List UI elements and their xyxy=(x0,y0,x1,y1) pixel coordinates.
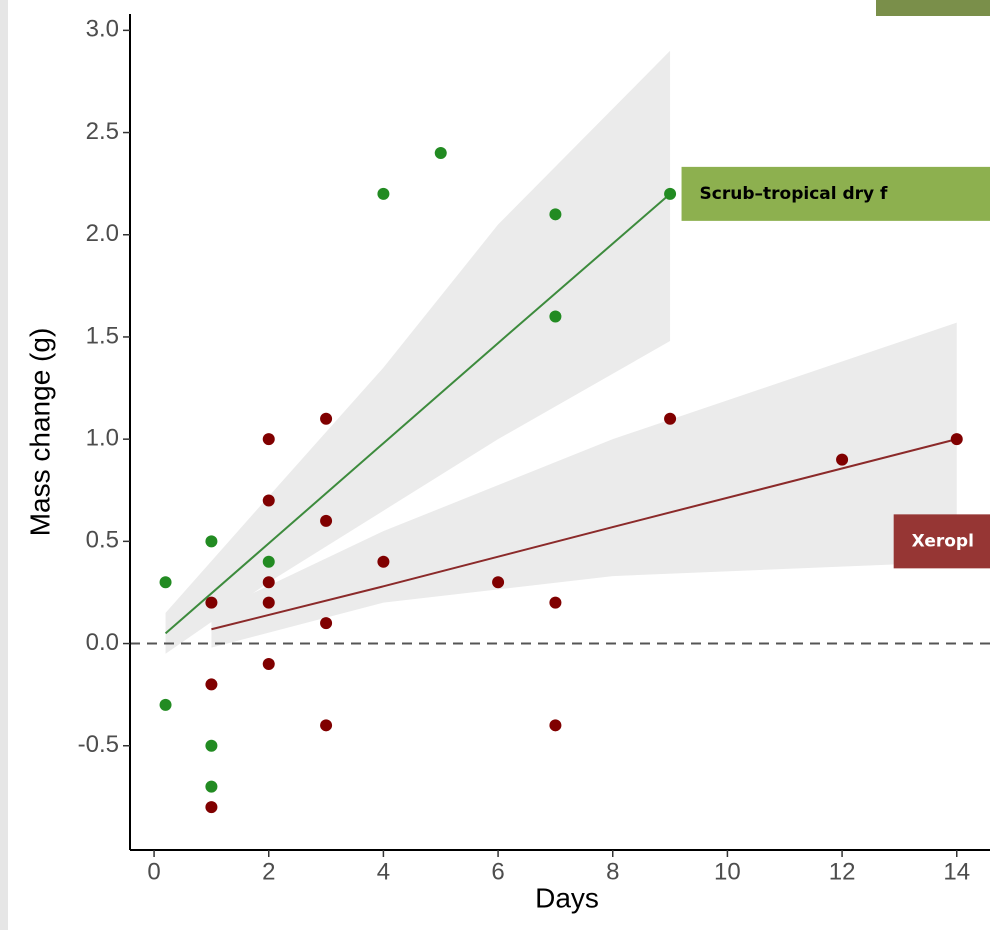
y-tick-label: 1.5 xyxy=(86,322,119,349)
data-point xyxy=(205,780,218,793)
data-point xyxy=(549,719,562,732)
data-point xyxy=(836,453,849,466)
x-tick-label: 10 xyxy=(714,858,741,885)
fit-line xyxy=(211,438,957,631)
x-tick-label: 6 xyxy=(491,858,504,885)
data-point xyxy=(262,433,275,446)
data-point xyxy=(320,514,333,527)
data-point xyxy=(664,412,677,425)
data-point xyxy=(320,412,333,425)
data-point xyxy=(262,494,275,507)
data-point xyxy=(492,576,505,589)
y-tick-label: 3.0 xyxy=(86,16,119,43)
confidence-band xyxy=(165,50,671,654)
x-tick-label: 12 xyxy=(829,858,856,885)
data-point xyxy=(205,535,218,548)
data-point xyxy=(262,576,275,589)
y-tick-label: 1.0 xyxy=(86,424,119,451)
data-point xyxy=(549,596,562,609)
data-point xyxy=(549,310,562,323)
x-axis-title: Days xyxy=(535,882,599,913)
data-point xyxy=(664,187,677,200)
frame-edge xyxy=(0,0,8,930)
x-tick-label: 14 xyxy=(943,858,970,885)
data-point xyxy=(320,719,333,732)
y-axis-title: Mass change (g) xyxy=(24,328,55,537)
data-point xyxy=(549,208,562,221)
data-point xyxy=(262,657,275,670)
cropped-photo xyxy=(876,0,990,16)
data-point xyxy=(434,146,447,159)
data-point xyxy=(159,576,172,589)
y-tick-label: 2.5 xyxy=(86,118,119,145)
annotation: Xeropl xyxy=(912,531,974,551)
data-point xyxy=(205,739,218,752)
fit-line xyxy=(164,193,671,635)
data-point xyxy=(205,801,218,814)
data-point xyxy=(377,187,390,200)
x-tick-label: 2 xyxy=(262,858,275,885)
data-point xyxy=(262,555,275,568)
data-point xyxy=(159,698,172,711)
x-tick-label: 4 xyxy=(377,858,390,885)
data-point xyxy=(377,555,390,568)
annotation-box xyxy=(893,514,990,569)
data-point xyxy=(262,596,275,609)
y-tick-label: 0.0 xyxy=(86,629,119,656)
data-point xyxy=(320,617,333,630)
x-tick-label: 8 xyxy=(606,858,619,885)
x-tick-label: 0 xyxy=(147,858,160,885)
data-point xyxy=(205,678,218,691)
data-point xyxy=(205,596,218,609)
y-tick-label: 2.0 xyxy=(86,220,119,247)
y-tick-label: -0.5 xyxy=(78,731,119,758)
annotation: Scrub–tropical dry f xyxy=(700,184,889,204)
data-point xyxy=(950,433,963,446)
annotation-box xyxy=(681,166,990,221)
confidence-band xyxy=(211,322,957,648)
y-tick-label: 0.5 xyxy=(86,527,119,554)
